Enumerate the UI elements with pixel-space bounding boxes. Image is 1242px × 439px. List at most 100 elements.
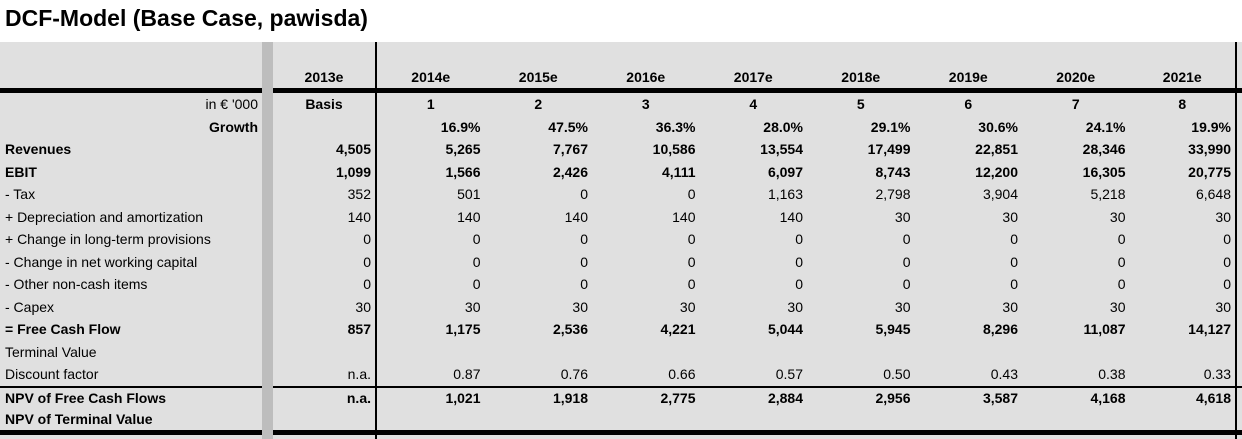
cell-label-row-growth: Growth: [209, 118, 258, 135]
cell-unit-basis-row-2021e: 8: [1130, 93, 1237, 116]
cell-label-row-revenues: Revenues: [5, 141, 72, 158]
cell-label-row-other-non-cash-items: - Other non-cash items: [5, 276, 148, 293]
unit-basis-row: in € '000 Basis 1 2 3 4 5 6 7 8: [0, 93, 1242, 116]
cell-row-change-in-long-term-provisions-2020e: 0: [1117, 231, 1126, 248]
cell-row-ebit-2014e: 1,566: [445, 163, 481, 180]
cell-row-free-cash-flow-2019e: 8,296: [982, 321, 1018, 338]
cell-bottom-filler-row-2021e: [1130, 434, 1237, 439]
cell-row-ebit-2017e: 6,097: [767, 163, 803, 180]
cell-row-discount-factor-2020e: 0.38: [1098, 366, 1126, 383]
cell-row-growth-2021e: 19.9%: [1130, 115, 1237, 138]
cell-bottom-filler-row-2013e: [273, 434, 377, 439]
cell-thin-rule-npv-2021e: [1129, 385, 1237, 388]
cell-row-change-in-long-term-provisions-2021e: 0: [1130, 228, 1237, 251]
cell-row-terminal-value-2021e: [1130, 340, 1237, 363]
cell-row-npv-of-terminal-value-2013e: [273, 408, 377, 430]
column-separator-band: [262, 64, 273, 88]
cell-row-revenues-2016e: 10,586: [652, 141, 696, 158]
right-margin: [1237, 93, 1242, 116]
cell-row-npv-of-terminal-value-2016e: [592, 409, 700, 430]
cell-row-change-in-net-working-capital-2013e: 0: [273, 250, 377, 273]
cell-row-depreciation-and-amortization-2015e: 140: [564, 208, 588, 225]
right-margin: [1237, 388, 1242, 409]
cell-label-row-tax: - Tax: [5, 186, 36, 203]
right-margin: [1237, 318, 1242, 341]
cell-row-revenues-2014e: 5,265: [445, 141, 481, 158]
cell-row-revenues-2019e: 22,851: [975, 141, 1018, 158]
cell-row-other-non-cash-items-2021e: 0: [1130, 273, 1237, 296]
cell-row-other-non-cash-items-2016e: 0: [687, 276, 696, 293]
right-margin: [1237, 251, 1242, 274]
cell-row-revenues-2018e: 17,499: [867, 141, 911, 158]
cell-row-change-in-long-term-provisions-2014e: 0: [472, 231, 481, 248]
cell-row-terminal-value-2013e: [273, 340, 377, 363]
cell-label-row-npv-of-free-cash-flows: NPV of Free Cash Flows: [5, 390, 167, 406]
cell-row-growth-2016e: 36.3%: [655, 118, 696, 135]
column-separator-band: [262, 138, 273, 161]
cell-thick-rule-top-2018e: [807, 88, 915, 93]
cell-row-change-in-long-term-provisions-2016e: 0: [687, 231, 696, 248]
cell-thick-rule-top-2020e: [1022, 88, 1130, 93]
row-terminal-value: Terminal Value: [0, 340, 1242, 364]
cell-row-npv-of-terminal-value-2019e: [915, 409, 1023, 430]
cell-label-thick-rule-bottom: [0, 429, 262, 435]
cell-row-other-non-cash-items-2017e: 0: [795, 276, 803, 293]
cell-row-npv-of-free-cash-flows-2013e: n.a.: [273, 387, 377, 409]
cell-label-row-discount-factor: Discount factor: [5, 366, 99, 383]
cell-year-header-row-2019e: 2019e: [948, 69, 988, 85]
cell-row-growth-2013e: [273, 115, 377, 138]
cell-bottom-filler-row-2018e: [807, 435, 915, 439]
cell-row-free-cash-flow-2014e: 1,175: [445, 321, 481, 338]
cell-thick-rule-top-2015e: [484, 88, 592, 93]
cell-bottom-filler-row-2016e: [592, 435, 700, 439]
cell-year-header-row-2016e: 2016e: [626, 69, 666, 85]
cell-thin-rule-npv-2020e: [1022, 385, 1130, 388]
cell-thin-rule-npv-2016e: [592, 385, 700, 388]
cell-row-free-cash-flow-2018e: 5,945: [875, 321, 911, 338]
column-separator-band: [262, 42, 273, 64]
cell-row-terminal-value-2017e: [700, 341, 808, 364]
row-depreciation-and-amortization: + Depreciation and amortization 140 140 140…: [0, 205, 1242, 228]
cell-unit-basis-row-2015e: 2: [534, 96, 543, 113]
column-separator-band: [262, 408, 273, 430]
cell-row-depreciation-and-amortization-2016e: 140: [672, 208, 696, 225]
column-separator-band: [262, 363, 273, 386]
column-separator-band: [262, 93, 273, 116]
right-margin: [1237, 296, 1242, 319]
cell-row-terminal-value-2020e: [1022, 341, 1130, 364]
cell-unit-basis-row-2013e: Basis: [273, 93, 377, 116]
cell-row-capex-2016e: 30: [679, 298, 696, 315]
cell-label-row-depreciation-and-amortization: + Depreciation and amortization: [5, 208, 204, 225]
cell-row-tax-2013e: 352: [273, 183, 377, 206]
cell-row-discount-factor-2016e: 0.66: [668, 366, 696, 383]
thick-rule-top: [0, 88, 1242, 93]
cell-year-header-row-2020e: 2020e: [1056, 69, 1096, 85]
cell-row-ebit-2018e: 8,743: [875, 163, 911, 180]
cell-thick-rule-top-2017e: [699, 88, 807, 93]
cell-row-depreciation-and-amortization-2020e: 30: [1109, 208, 1126, 225]
right-margin: [1237, 138, 1242, 161]
cell-row-discount-factor-2021e: 0.33: [1130, 363, 1237, 386]
right-margin: [1237, 42, 1242, 64]
cell-year-header-row-2021e: 2021e: [1130, 64, 1237, 88]
row-npv-of-terminal-value: NPV of Terminal Value: [0, 408, 1242, 430]
cell-row-ebit-2016e: 4,111: [662, 163, 696, 180]
cell-row-change-in-net-working-capital-2017e: 0: [795, 253, 803, 270]
right-margin: [1237, 88, 1242, 93]
cell-header-spacer-row-2019e: [915, 42, 1023, 64]
cell-row-discount-factor-2017e: 0.57: [775, 366, 803, 383]
column-separator-band: [262, 183, 273, 206]
cell-row-depreciation-and-amortization-2019e: 30: [1002, 208, 1018, 225]
cell-row-ebit-2015e: 2,426: [552, 163, 588, 180]
cell-row-tax-2016e: 0: [687, 186, 696, 203]
cell-row-discount-factor-2013e: n.a.: [273, 363, 377, 386]
cell-row-depreciation-and-amortization-2014e: 140: [457, 208, 481, 225]
cell-label-row-change-in-long-term-provisions: + Change in long-term provisions: [5, 231, 211, 248]
cell-unit-basis-row-2017e: 4: [749, 96, 758, 113]
cell-row-change-in-net-working-capital-2018e: 0: [902, 253, 911, 270]
cell-row-ebit-2013e: 1,099: [273, 160, 377, 183]
row-ebit: EBIT 1,099 1,566 2,426 4,111 6,097 8,743 12,200…: [0, 160, 1242, 183]
cell-row-tax-2021e: 6,648: [1130, 183, 1237, 206]
cell-row-npv-of-terminal-value-2017e: [700, 409, 808, 430]
